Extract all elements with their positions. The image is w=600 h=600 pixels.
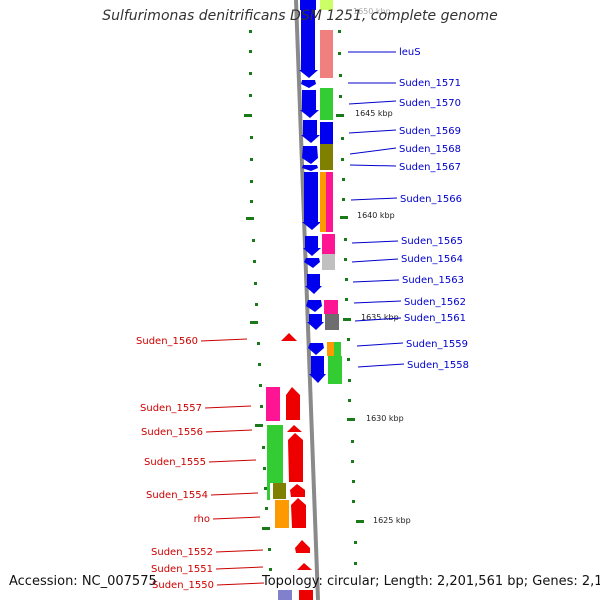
gene-arrow[interactable] [303,236,321,256]
scale-label: 1645 kbp [355,109,393,118]
gene-arrow[interactable] [304,258,320,268]
gene-arrow[interactable] [290,484,305,497]
plus-gene-labels: leuS Suden_1571 Suden_1570 Suden_1569 Su… [348,47,469,371]
gene-label[interactable]: rho [194,514,210,525]
gene-label[interactable]: Suden_1566 [400,194,462,205]
scale-label: 1640 kbp [357,211,395,220]
gene-arrow[interactable] [302,172,321,230]
plus-strand-boxes [320,0,342,384]
gene-arrow[interactable] [299,10,318,78]
gene-label[interactable]: Suden_1557 [140,403,202,414]
gene-label[interactable]: Suden_1556 [141,427,203,438]
gene-arrow[interactable] [287,425,302,432]
gene-arrow[interactable] [281,333,297,341]
gene-label[interactable]: Suden_1550 [152,580,214,591]
gene-label[interactable]: Suden_1565 [401,236,463,247]
gene-arrow[interactable] [306,300,322,312]
minus-strand-genes [281,333,313,600]
gene-arrow[interactable] [308,343,324,355]
topology-text: Topology: circular; Length: 2,201,561 bp… [262,574,600,589]
gene-label[interactable]: Suden_1568 [399,144,461,155]
gene-arrow[interactable] [301,120,320,143]
gene-arrow[interactable] [307,314,324,330]
gene-arrow[interactable] [309,356,326,383]
map-title: Sulfurimonas denitrificans DSM 1251, com… [102,8,498,24]
scale-label: 1650 kbp [353,7,391,16]
gene-arrow[interactable] [300,90,319,118]
gene-label[interactable]: Suden_1562 [404,297,466,308]
scale-label: 1630 kbp [366,414,404,423]
gene-arrow[interactable] [288,433,303,482]
gene-label[interactable]: Suden_1552 [151,547,213,558]
scale-label: 1635 kbp [361,313,399,322]
gene-label[interactable]: Suden_1559 [406,339,468,350]
gene-label[interactable]: Suden_1567 [399,162,461,173]
gene-label[interactable]: Suden_1551 [151,564,213,575]
gene-label[interactable]: leuS [399,47,421,58]
gene-arrow[interactable] [299,590,313,600]
gene-label[interactable]: Suden_1560 [136,336,198,347]
gene-arrow[interactable] [301,80,316,88]
gene-label[interactable]: Suden_1571 [399,78,461,89]
gene-arrow[interactable] [297,563,312,570]
minus-gene-labels: Suden_1560 Suden_1557 Suden_1556 Suden_1… [136,336,265,591]
plus-strand-genes [299,0,326,383]
gene-label[interactable]: Suden_1558 [407,360,469,371]
gene-label[interactable]: Suden_1554 [146,490,208,501]
gene-label[interactable]: Suden_1569 [399,126,461,137]
gene-arrow[interactable] [305,274,322,294]
gene-arrow[interactable] [302,165,318,171]
scale-label: 1625 kbp [373,516,411,525]
gene-arrow[interactable] [302,146,318,164]
gene-label[interactable]: Suden_1555 [144,457,206,468]
gene-arrow[interactable] [286,387,300,420]
gene-label[interactable]: Suden_1563 [402,275,464,286]
gene-label[interactable]: Suden_1564 [401,254,463,265]
minus-strand-boxes [266,387,292,600]
gene-arrow[interactable] [291,498,306,528]
gene-arrow[interactable] [300,0,316,10]
genome-backbone [294,0,320,600]
gene-arrow[interactable] [295,540,310,553]
tick-marks [244,30,364,571]
gene-label[interactable]: Suden_1561 [404,313,466,324]
gene-label[interactable]: Suden_1570 [399,98,461,109]
accession-text: Accession: NC_007575 [9,574,157,589]
